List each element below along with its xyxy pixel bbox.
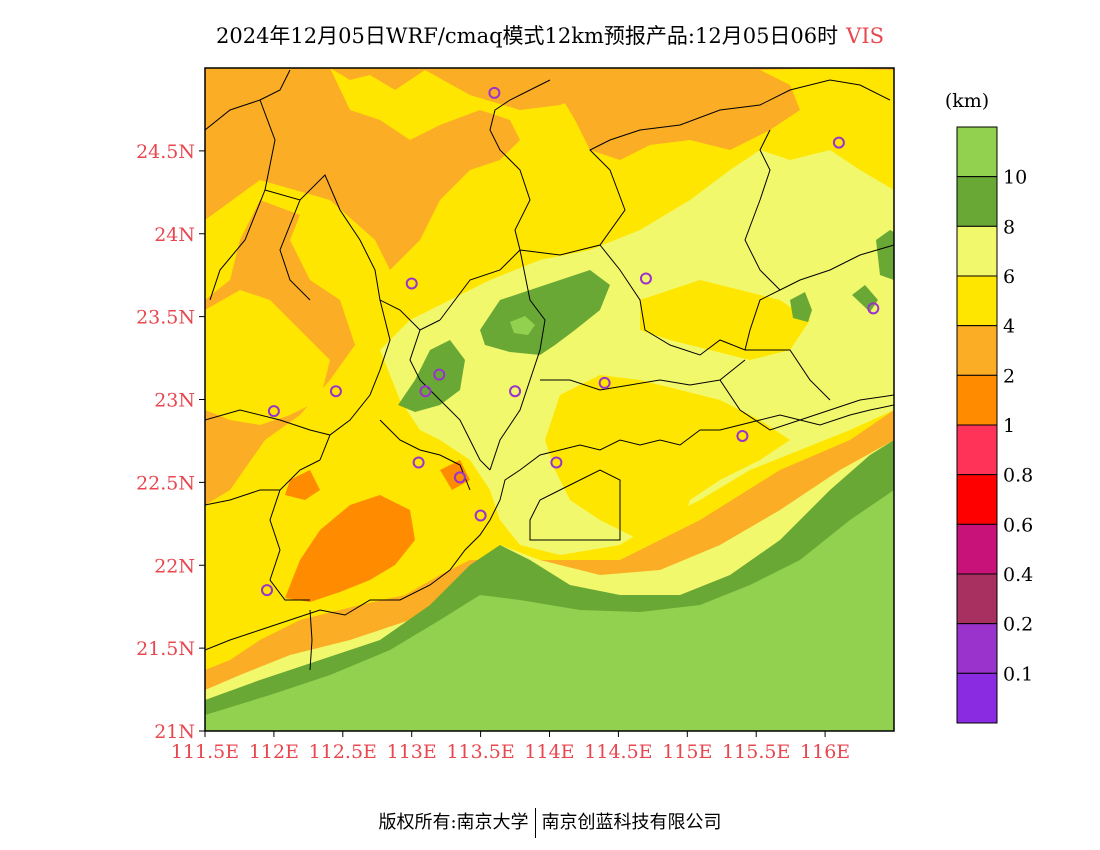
visibility-field: [205, 68, 894, 731]
lon-tick-label: 115E: [662, 741, 712, 763]
copyright-footer: 版权所有:南京大学 南京创蓝科技有限公司: [0, 808, 1100, 838]
city-marker: [474, 509, 487, 522]
fill-10km-sea: [205, 490, 894, 731]
lon-tick-label: 114.5E: [584, 741, 652, 763]
lat-tick-label: 24N: [154, 224, 195, 246]
city-marker: [405, 277, 418, 290]
city-marker: [267, 405, 280, 418]
lat-tick-label: 23N: [154, 390, 195, 412]
lon-tick-label: 116E: [800, 741, 850, 763]
lon-tick-label: 114E: [524, 741, 574, 763]
colorbar-label: 0.1: [1003, 663, 1033, 685]
lat-tick-label: 22N: [154, 555, 195, 577]
colorbar-swatch: [956, 225, 998, 277]
fill-8-10km-d: [852, 285, 878, 312]
colorbar-swatch: [956, 672, 998, 724]
lon-tick-label: 111.5E: [171, 741, 239, 763]
colorbar-swatch: [956, 623, 998, 674]
colorbar-label: 2: [1003, 365, 1015, 387]
lon-tick-label: 115.5E: [722, 741, 790, 763]
colorbar-swatch: [956, 424, 998, 476]
lon-tick-label: 113E: [387, 741, 437, 763]
colorbar-swatch: [956, 126, 998, 178]
title-main: 2024年12月05日WRF/cmaq模式12km预报产品:12月05日06时: [215, 24, 839, 48]
colorbar-label: 0.8: [1003, 465, 1033, 487]
unit-label: (km): [945, 90, 989, 112]
city-marker: [329, 385, 342, 398]
colorbar-swatch: [956, 474, 998, 525]
fill-8-10km-a: [480, 270, 610, 355]
colorbar-label: 4: [1003, 316, 1015, 338]
colorbar-label: 8: [1003, 216, 1015, 238]
colorbar-label: 0.4: [1003, 564, 1033, 586]
fill-8-10km-c: [790, 292, 812, 322]
fill-4-6km-center: [545, 375, 790, 540]
colorbar-swatch: [956, 374, 998, 426]
city-marker: [867, 302, 880, 315]
colorbar-swatch: [956, 325, 998, 376]
colorbar: 10 8 6 4 2 1 0.8 0.6 0.4 0.2 0.1: [956, 126, 1033, 724]
city-marker: [488, 86, 501, 99]
footer-separator: [534, 808, 536, 838]
colorbar-swatch: [956, 176, 998, 227]
colorbar-label: 0.6: [1003, 514, 1033, 536]
city-marker: [832, 136, 845, 149]
city-marker: [639, 272, 652, 285]
city-marker: [736, 429, 749, 442]
city-marker: [550, 456, 563, 469]
lat-tick-label: 22.5N: [136, 472, 195, 494]
city-marker: [261, 584, 274, 597]
copyright-left: 版权所有:南京大学: [378, 812, 529, 833]
lat-tick-label: 23.5N: [136, 307, 195, 329]
lon-tick-label: 112.5E: [309, 741, 377, 763]
city-marker: [433, 368, 446, 381]
lat-tick-label: 21N: [154, 721, 195, 743]
fill-4-6km-ne: [640, 280, 810, 360]
fill-10km-spot: [510, 316, 535, 335]
city-marker: [453, 471, 466, 484]
colorbar-label: 10: [1003, 167, 1027, 189]
longitude-axis: 111.5E 112E 112.5E 113E 113.5E 114E 114.5E 115E…: [171, 731, 850, 763]
lon-tick-label: 112E: [249, 741, 299, 763]
lat-tick-label: 21.5N: [136, 638, 195, 660]
fill-8-10km-b: [398, 340, 465, 412]
colorbar-swatch: [956, 573, 998, 625]
fill-1-2km: [285, 495, 415, 602]
fill-8-10km-e: [876, 230, 894, 280]
city-marker: [412, 456, 425, 469]
colorbar-label: 6: [1003, 266, 1015, 288]
fill-1-2km-b: [285, 470, 320, 500]
chart-title: 2024年12月05日WRF/cmaq模式12km预报产品:12月05日06时 V…: [0, 20, 1100, 50]
lat-tick-label: 24.5N: [136, 141, 195, 163]
city-marker: [598, 376, 611, 389]
boundaries: [205, 69, 894, 671]
copyright-right: 南京创蓝科技有限公司: [541, 812, 722, 833]
lon-tick-label: 113.5E: [446, 741, 514, 763]
colorbar-label: 1: [1003, 415, 1015, 437]
colorbar-swatch: [956, 523, 998, 575]
colorbar-swatch: [956, 275, 998, 327]
colorbar-label: 0.2: [1003, 614, 1033, 636]
latitude-axis: 24.5N 24N 23.5N 23N 22.5N 22N 21.5N 21N: [136, 141, 205, 743]
title-variable: VIS: [846, 24, 885, 48]
city-marker: [509, 385, 522, 398]
city-markers: [261, 86, 880, 597]
city-marker: [419, 385, 432, 398]
fill-4-6km-west: [205, 290, 330, 425]
